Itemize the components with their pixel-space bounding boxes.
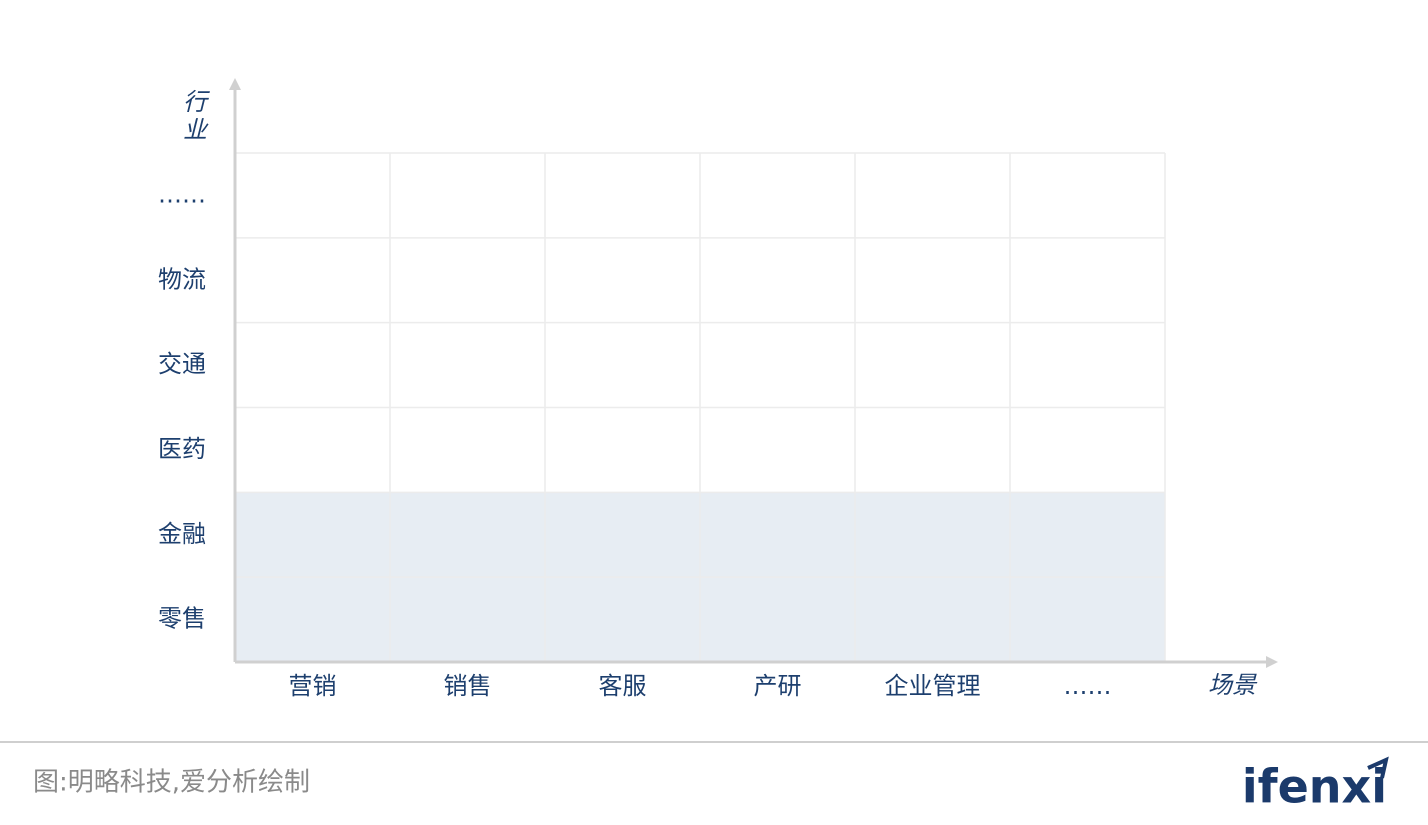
x-axis-title: 场景	[1208, 671, 1258, 699]
row-label: 零售	[158, 605, 206, 633]
column-label: ……	[1064, 672, 1112, 700]
row-label: ……	[158, 180, 206, 208]
row-label: 交通	[158, 350, 206, 378]
caption: 图:明略科技,爱分析绘制	[33, 768, 310, 798]
column-label: 产研	[754, 672, 802, 700]
x-arrow	[1266, 656, 1278, 668]
row-label: 医药	[158, 435, 206, 463]
column-label: 销售	[444, 672, 492, 700]
row-label: 物流	[158, 265, 206, 293]
column-label: 企业管理	[885, 672, 981, 700]
y-arrow	[229, 78, 241, 90]
y-axis-title: 行业	[183, 88, 210, 144]
column-label: 客服	[599, 672, 647, 700]
logo-mark	[1367, 756, 1389, 779]
row-label: 金融	[158, 520, 206, 548]
column-label: 营销	[289, 672, 337, 700]
logo: ifenxi	[1242, 760, 1387, 814]
